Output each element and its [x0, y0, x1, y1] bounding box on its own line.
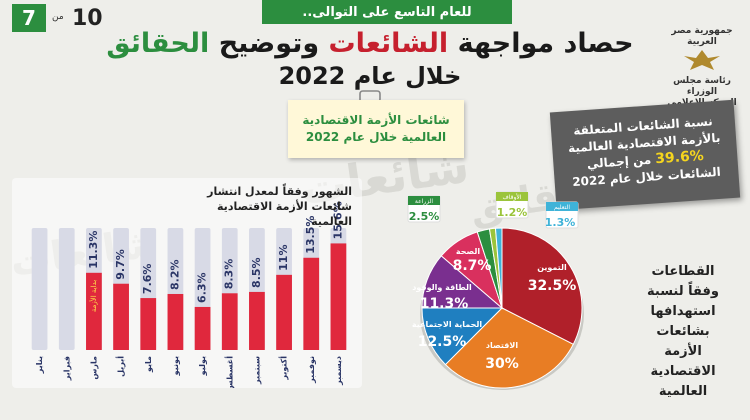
bar-value-label: 11.3%: [87, 231, 100, 269]
bar: [303, 257, 320, 350]
pie-slice-label: الأوقاف: [503, 193, 522, 201]
sector-heading-line: الاقتصادية: [650, 364, 716, 379]
bar-value-label: 8.2%: [168, 259, 181, 290]
bar-category-label: نوفمبر: [307, 356, 316, 384]
bar-heading-line-2: شائعات الأزمة الاقتصادية العالمية: [217, 200, 352, 228]
sector-heading-line: القطاعات: [651, 264, 715, 279]
pie-slice-label: الصحة: [456, 247, 481, 256]
pie-slice-label: الحماية الاجتماعية: [412, 320, 482, 329]
eagle-emblem-icon: [684, 50, 720, 70]
bar-value-label: 8.5%: [250, 257, 263, 288]
pie-slice-value: 2.5%: [409, 210, 440, 223]
pie-slice-value: 1.3%: [545, 216, 576, 229]
page-indicator: 7 من 10: [12, 4, 132, 34]
sector-heading-line: بشائعات: [656, 324, 710, 339]
bar-value-label: 13.5%: [304, 216, 317, 254]
sector-heading-line: الأزمة: [664, 344, 702, 359]
bar-category-label: سبتمبر: [252, 356, 261, 385]
pie-slice: [494, 227, 503, 309]
pie-slice: [421, 307, 504, 366]
bar: [330, 243, 347, 350]
bar-value-label: 9.7%: [114, 249, 127, 280]
pie-slice-label: الزراعة: [415, 198, 434, 205]
sector-pie-chart: التموين 32.5% الاقتصاد 30% الحماية الاجتماعي…: [407, 191, 584, 390]
page-total: 10: [72, 6, 103, 31]
crisis-start-label: بداية الأزمة: [89, 280, 98, 312]
page-subtitle: خلال عام 2022: [278, 62, 462, 90]
bar-value-label: 11%: [277, 245, 290, 271]
bar: [249, 291, 265, 350]
pie-slice-value: 1.2%: [497, 206, 528, 219]
pie-callout-header: [496, 192, 528, 201]
pie-slice-value: 32.5%: [528, 278, 577, 294]
bar-heading-line-1: الشهور وفقاً لمعدل انتشار: [207, 185, 352, 198]
top-banner: للعام التاسع على التوالى..: [262, 0, 512, 24]
bar-category-label: أكتوبر: [279, 356, 289, 381]
pie-slice: [444, 307, 574, 389]
sector-heading: القطاعات وفقاً لنسبة استهدافها بشائعات الأزم…: [636, 262, 730, 402]
pie-slice-label: الطاقة والوقود: [412, 283, 472, 292]
logo-line-2: رئاسة مجلس الوزراء: [673, 76, 731, 97]
bar-category-label: ديسمبر: [334, 356, 343, 386]
pie-slice-label: التموين: [537, 263, 567, 272]
logo-line-1: جمهورية مصر العربية: [671, 26, 733, 47]
bar-category-label: مايو: [144, 356, 153, 373]
bar: [221, 293, 238, 350]
pie-slice-value: 30%: [485, 356, 519, 372]
pie-slice-value: 8.7%: [453, 258, 492, 274]
sector-heading-line: العالمية: [658, 384, 708, 399]
page-of: من: [52, 12, 64, 22]
sector-heading-line: استهدافها: [650, 304, 716, 319]
bar: [113, 283, 129, 350]
bar-track: [31, 228, 48, 350]
pie-slice: [501, 227, 583, 345]
page-current: 7: [12, 4, 46, 32]
monthly-bar-chart: يناير فبراير 11.3% مارس 9.7% أبريل 7.6% مايو 8.2…: [12, 178, 362, 388]
note-line-1: شائعات الأزمة الاقتصادية: [302, 113, 450, 127]
pie-callout-header: [546, 202, 578, 211]
bar: [194, 306, 211, 350]
pie-slice-label: الاقتصاد: [486, 341, 518, 350]
bar-category-label: أغسطس: [224, 356, 235, 388]
bar-track: [58, 228, 75, 350]
bar: [86, 272, 102, 350]
bar-category-label: أبريل: [116, 356, 126, 377]
pie-slice-value: 11.3%: [420, 296, 469, 312]
bar-category-label: مارس: [89, 356, 99, 380]
cabinet-logo: جمهورية مصر العربية رئاسة مجلس الوزراء ا…: [664, 26, 740, 108]
pie-callout-header: [408, 196, 440, 205]
bar-value-label: 6.3%: [196, 272, 209, 303]
bar-category-label: يوليو: [198, 356, 207, 376]
note-line-2: العالمية خلال عام 2022: [305, 130, 447, 144]
sector-heading-line: وفقاً لنسبة: [647, 284, 719, 299]
bar-value-label: 15.6%: [331, 201, 344, 239]
pie-slice-label: التعليم: [554, 204, 570, 211]
bar: [140, 298, 157, 350]
page-title: حصاد مواجهة الشائعات وتوضيح الحقائق: [106, 28, 634, 59]
bar-category-label: يونيو: [171, 356, 180, 376]
crisis-note-card: شائعات الأزمة الاقتصادية العالمية خلال ع…: [288, 100, 464, 158]
bar-chart-heading: الشهور وفقاً لمعدل انتشار شائعات الأزمة …: [180, 184, 352, 229]
bar-category-label: يناير: [35, 356, 44, 374]
bar: [167, 293, 184, 350]
bar: [276, 274, 292, 350]
pie-slice-value: 12.5%: [418, 334, 467, 350]
bar-value-label: 8.3%: [223, 259, 236, 290]
bar-value-label: 7.6%: [141, 264, 154, 295]
bar-category-label: فبراير: [62, 356, 71, 381]
